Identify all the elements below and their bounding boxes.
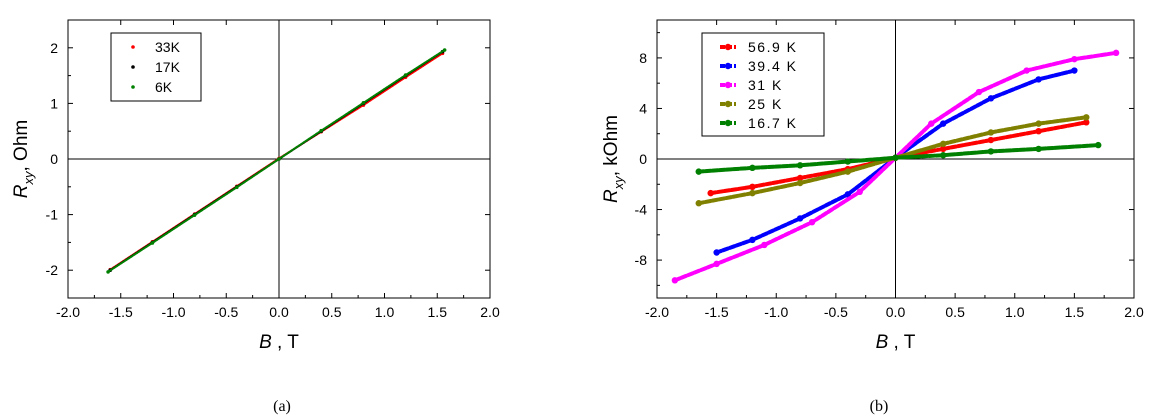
x-tick-label: -2.0 bbox=[645, 304, 669, 320]
x-axis-title: B , T bbox=[259, 332, 299, 353]
legend-label: 25 K bbox=[748, 96, 783, 112]
x-axis-title: B , T bbox=[876, 332, 916, 353]
y-tick-label: 1 bbox=[50, 95, 58, 111]
legend-label: 6K bbox=[155, 79, 173, 95]
x-tick-label: 0.0 bbox=[886, 304, 906, 320]
x-tick-label: 2.0 bbox=[480, 304, 500, 320]
y-tick-label: 4 bbox=[639, 100, 647, 116]
y-tick-label: -2 bbox=[46, 262, 59, 278]
x-tick-label: 0.5 bbox=[322, 304, 342, 320]
x-tick-label: 1.5 bbox=[428, 304, 448, 320]
x-tick-label: 0.5 bbox=[945, 304, 965, 320]
legend-label: 17K bbox=[155, 59, 181, 75]
x-tick-label: -0.5 bbox=[214, 304, 238, 320]
x-tick-label: 1.0 bbox=[1005, 304, 1025, 320]
chart-panel-1: -2.0 -1.5 -1.0 -0.5 0.0 0.5 1.0 1.5 2.0 -2 -1 0 1 2 33… bbox=[11, 19, 500, 415]
x-tick-label: -1.0 bbox=[161, 304, 185, 320]
y-tick-label: 8 bbox=[639, 50, 647, 66]
series-16.7k bbox=[695, 141, 1102, 175]
legend-marker-dot bbox=[724, 62, 732, 70]
legend-label: 33K bbox=[155, 39, 181, 55]
series-6k bbox=[106, 48, 447, 274]
x-tick-label: 0.0 bbox=[269, 304, 289, 320]
legend-marker-dot bbox=[724, 119, 732, 127]
x-tick-label: -1.5 bbox=[109, 304, 133, 320]
y-axis-title: Rxy, kOhm bbox=[601, 115, 626, 203]
legend-box bbox=[110, 32, 202, 102]
legend: 33K 17K 6K bbox=[110, 32, 202, 102]
x-tick-label: 2.0 bbox=[1124, 304, 1144, 320]
legend: 56.9 K 39.4 K 31 K 25 K 16.7 K bbox=[701, 32, 825, 137]
x-tick-label: 1.0 bbox=[375, 304, 395, 320]
legend-marker bbox=[131, 85, 135, 89]
y-tick-label: 0 bbox=[639, 151, 647, 167]
x-tick-label: -2.0 bbox=[56, 304, 80, 320]
legend-label: 39.4 K bbox=[748, 58, 797, 74]
chart-panel-2: -2.0 -1.5 -1.0 -0.5 0.0 0.5 1.0 1.5 2.0 -8 -4 0 4 8 56… bbox=[601, 19, 1144, 415]
y-tick-label: 2 bbox=[50, 40, 58, 56]
legend-label: 16.7 K bbox=[748, 115, 797, 131]
y-tick-label: -8 bbox=[635, 252, 648, 268]
legend-marker-dot bbox=[724, 43, 732, 51]
x-tick-label: -0.5 bbox=[824, 304, 848, 320]
legend-marker bbox=[131, 65, 135, 69]
y-axis-title: Rxy, Ohm bbox=[11, 120, 36, 198]
y-tick-label: -4 bbox=[635, 202, 648, 218]
y-tick-label: 0 bbox=[50, 151, 58, 167]
x-tick-label: 1.5 bbox=[1065, 304, 1085, 320]
x-tick-label: -1.5 bbox=[705, 304, 729, 320]
legend-marker bbox=[131, 45, 135, 49]
x-tick-label: -1.0 bbox=[764, 304, 788, 320]
y-tick-label: -1 bbox=[46, 207, 59, 223]
legend-label: 56.9 K bbox=[748, 39, 797, 55]
legend-label: 31 K bbox=[748, 77, 783, 93]
panel-caption: (b) bbox=[870, 398, 889, 415]
legend-marker-dot bbox=[724, 100, 732, 108]
series-line bbox=[107, 49, 446, 273]
series-line bbox=[696, 143, 1101, 174]
legend-marker-dot bbox=[724, 81, 732, 89]
panel-caption: (a) bbox=[273, 398, 291, 415]
